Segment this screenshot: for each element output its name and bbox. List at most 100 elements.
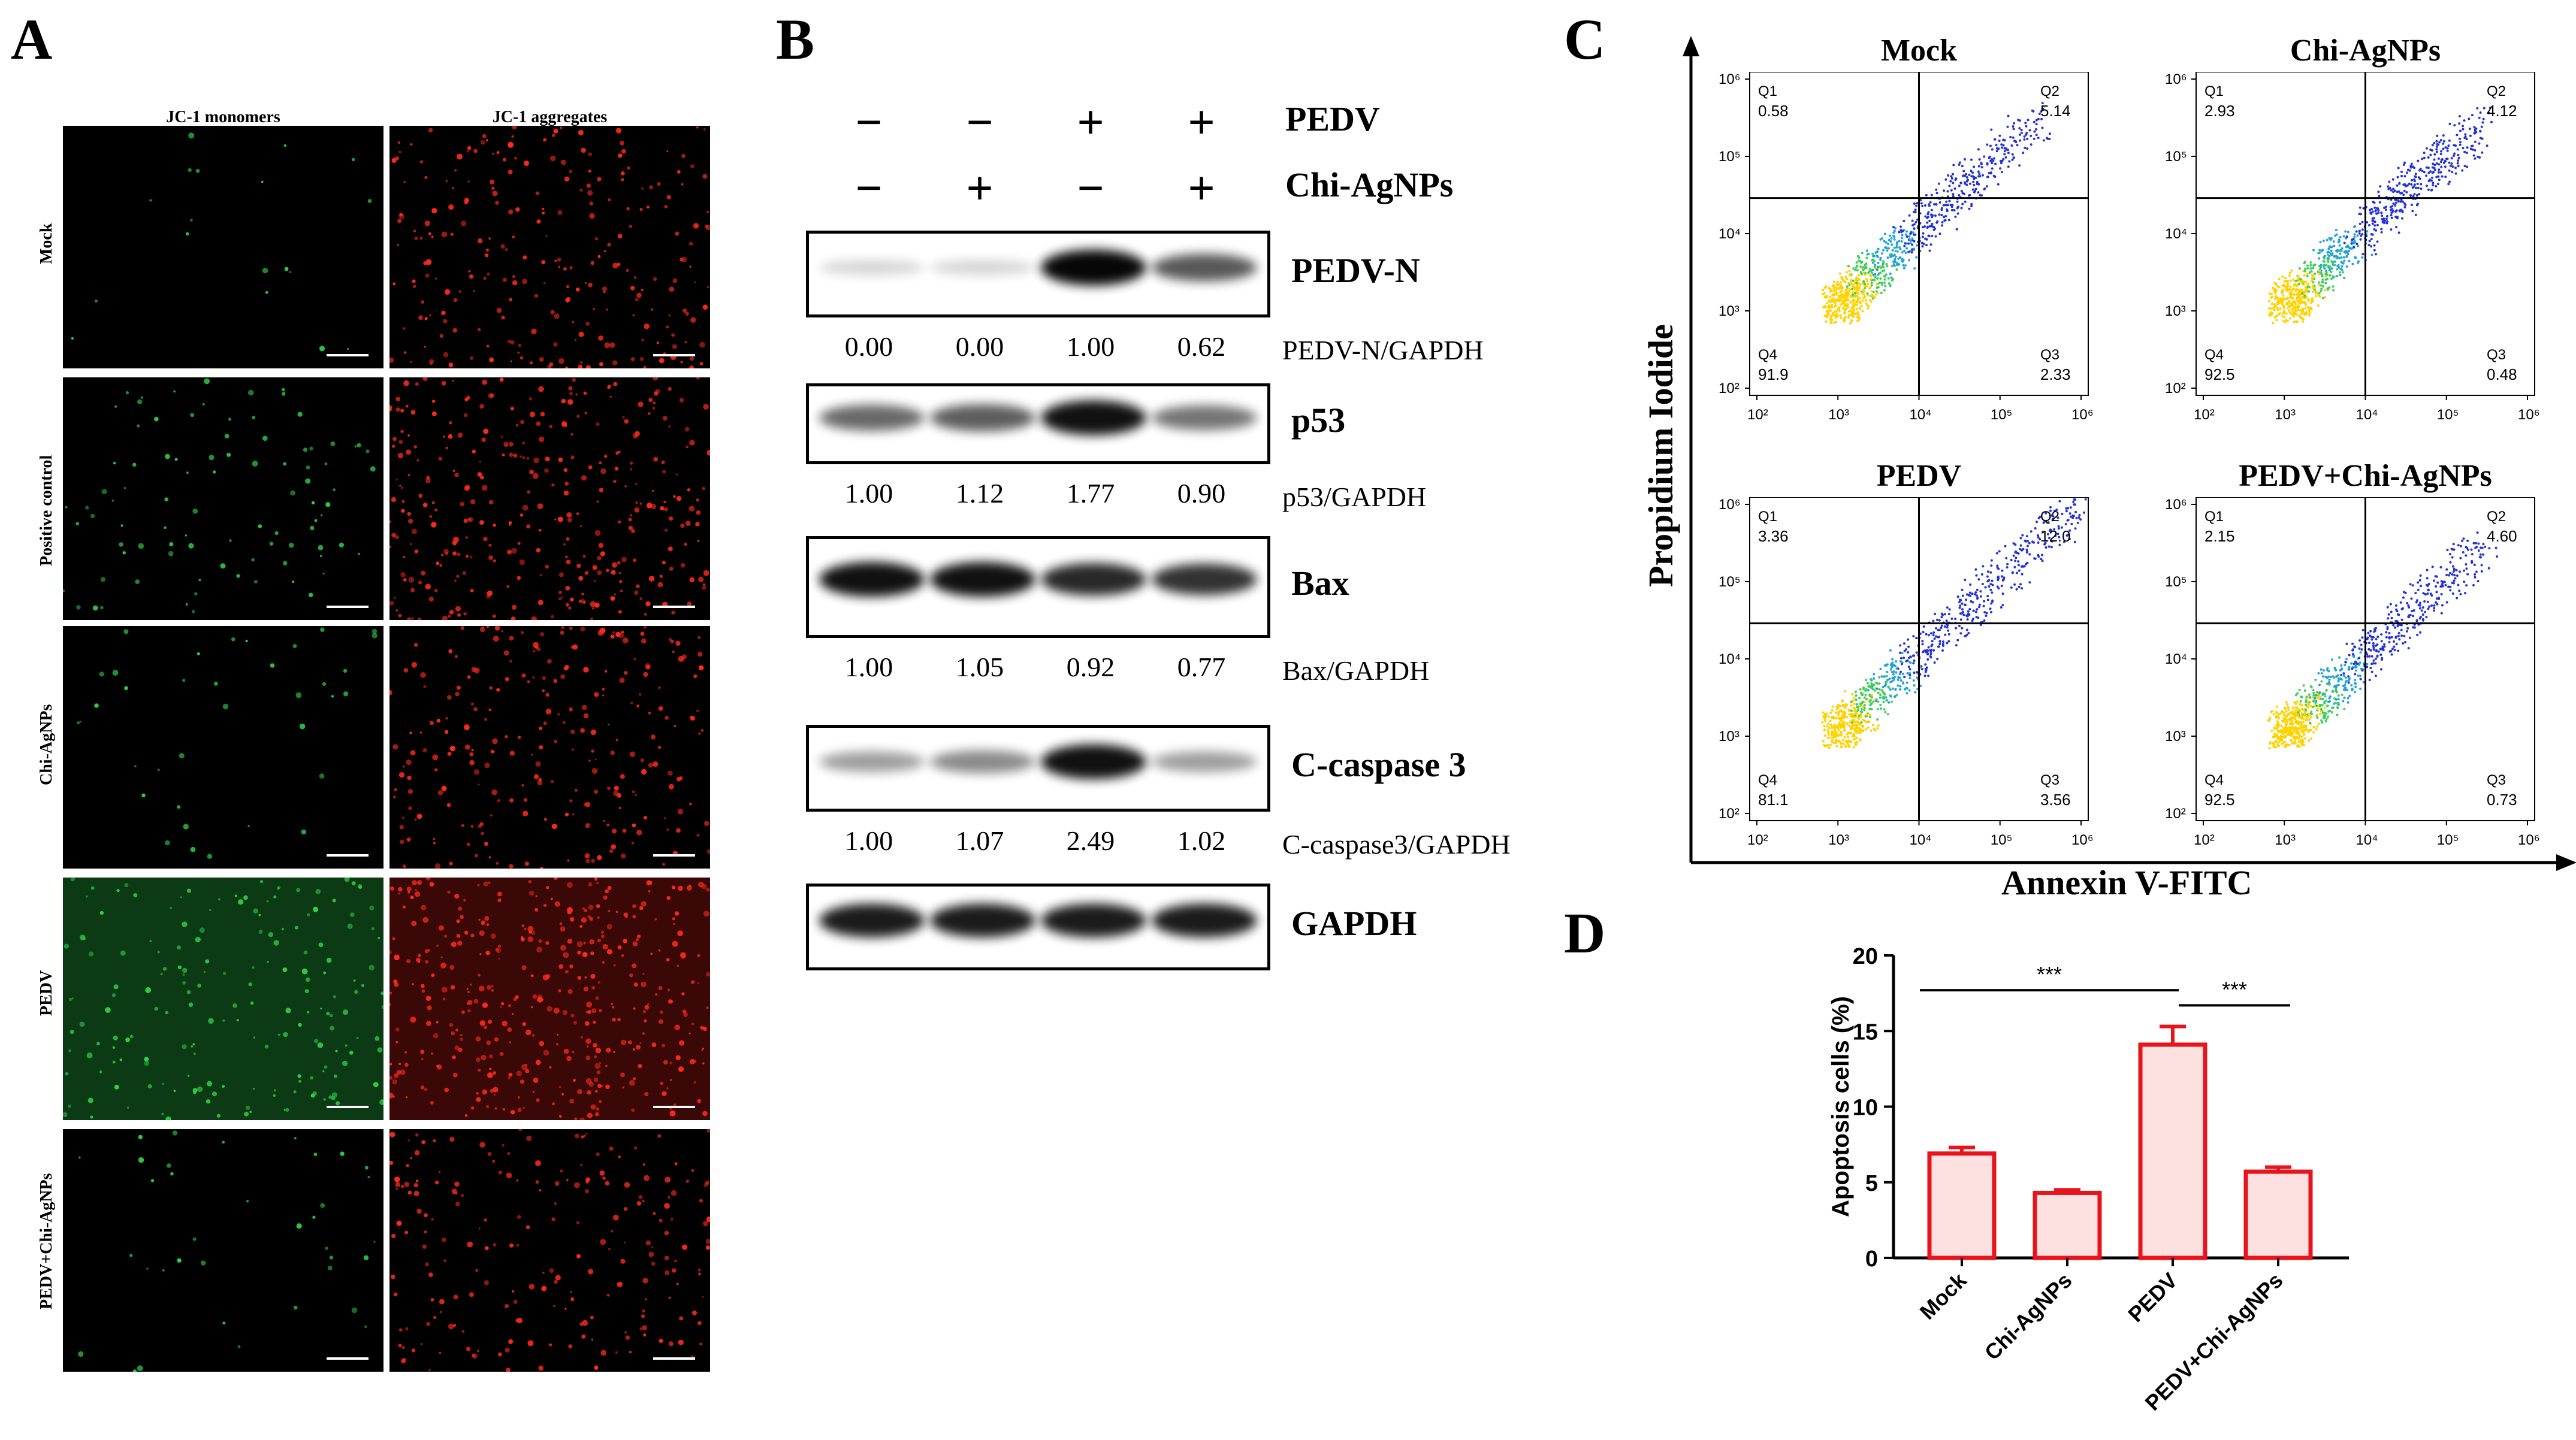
event-dot (1911, 231, 1914, 234)
cell-dot (445, 730, 449, 734)
event-dot (1935, 627, 1938, 630)
event-dot (2361, 220, 2364, 223)
event-dot (1946, 606, 1949, 609)
event-dot (2007, 114, 2010, 117)
event-dot (1996, 566, 1999, 569)
cell-dot (565, 586, 570, 591)
event-dot (2441, 175, 2444, 178)
event-dot (2298, 282, 2300, 285)
event-dot (2337, 698, 2340, 701)
event-dot (1933, 203, 1936, 206)
cell-dot (161, 1112, 164, 1116)
event-dot (1864, 719, 1867, 722)
cell-dot (424, 176, 428, 179)
cell-dot (538, 436, 545, 443)
event-dot (1956, 212, 1959, 215)
cell-dot (521, 1064, 528, 1070)
cell-dot (479, 627, 485, 633)
blot-bax (806, 536, 1270, 638)
cell-dot (638, 1195, 643, 1199)
event-dot (2025, 562, 2028, 565)
event-dot (2483, 107, 2486, 110)
cell-dot (619, 677, 625, 683)
event-dot (2389, 206, 2392, 208)
cell-dot (456, 685, 461, 690)
cell-dot (354, 990, 358, 994)
event-dot (2410, 183, 2413, 186)
event-dot (2462, 125, 2464, 128)
cell-dot (520, 356, 524, 360)
event-dot (1938, 640, 1941, 643)
event-dot (2347, 244, 2349, 247)
cell-dot (414, 643, 418, 647)
event-dot (1867, 305, 1870, 308)
cell-dot (90, 886, 95, 890)
event-dot (1978, 606, 1981, 609)
event-dot (2380, 231, 2383, 234)
cell-dot (534, 645, 539, 649)
event-dot (2049, 506, 2052, 509)
y-tick-label: 10⁴ (1719, 651, 1741, 667)
cell-dot (298, 1079, 302, 1083)
cell-dot (566, 1055, 572, 1061)
event-dot (2289, 317, 2292, 320)
cell-dot (585, 365, 591, 368)
cell-dot (125, 1037, 130, 1042)
event-dot (1991, 583, 1994, 586)
event-dot (1875, 681, 1878, 684)
event-dot (2369, 649, 2372, 652)
cell-dot (80, 934, 86, 940)
event-dot (2303, 270, 2306, 273)
cell-dot (539, 632, 545, 637)
y-tick-label: 10⁵ (2165, 149, 2187, 165)
cell-dot (392, 937, 395, 940)
event-dot (2281, 302, 2284, 305)
event-dot (1929, 652, 1932, 655)
cell-dot (569, 626, 573, 631)
cell-dot (629, 461, 633, 465)
cell-dot (227, 452, 231, 457)
event-dot (1863, 696, 1866, 699)
event-dot (1867, 252, 1870, 255)
event-dot (2037, 534, 2039, 537)
cell-dot (614, 467, 619, 471)
cell-dot (487, 272, 490, 276)
event-dot (1972, 618, 1974, 621)
event-dot (2300, 310, 2303, 313)
event-dot (1899, 670, 1902, 673)
cell-dot (200, 1260, 206, 1266)
event-dot (2370, 238, 2373, 241)
cell-dot (400, 572, 406, 577)
cell-dot (576, 1221, 580, 1225)
event-dot (1853, 313, 1856, 316)
cell-dot (373, 1082, 379, 1087)
event-dot (1854, 295, 1857, 298)
cell-dot (485, 139, 488, 142)
event-dot (1991, 162, 1994, 165)
cell-dot (431, 1218, 434, 1221)
event-dot (2072, 515, 2075, 518)
event-dot (1853, 696, 1856, 699)
event-dot (1845, 297, 1848, 300)
cell-dot (635, 431, 640, 437)
cell-dot (593, 580, 596, 582)
cell-dot (696, 498, 699, 502)
cell-dot (641, 638, 647, 644)
event-dot (1827, 722, 1830, 725)
event-dot (1853, 308, 1856, 311)
event-dot (1849, 301, 1852, 304)
event-dot (1858, 727, 1861, 730)
event-dot (2432, 162, 2435, 165)
event-dot (2317, 304, 2320, 307)
event-dot (2041, 102, 2044, 104)
cell-dot (313, 1039, 319, 1043)
micro-dots (63, 378, 376, 613)
cell-dot (182, 981, 186, 985)
cell-dot (568, 1344, 573, 1349)
event-dot (1913, 684, 1916, 687)
cell-dot (663, 500, 666, 504)
cell-dot (377, 1047, 383, 1053)
event-dot (2026, 550, 2029, 553)
cell-dot (324, 1065, 328, 1069)
event-dot (1976, 608, 1979, 611)
